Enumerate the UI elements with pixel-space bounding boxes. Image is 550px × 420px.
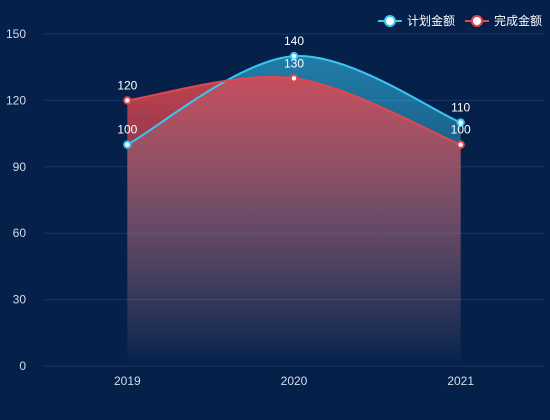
x-axis: 2019 2020 2021 [114, 374, 474, 388]
data-point[interactable] [456, 118, 465, 127]
data-label: 140 [284, 34, 304, 48]
x-tick-label: 2020 [281, 374, 308, 388]
legend-label: 计划金额 [407, 13, 455, 28]
legend-item[interactable]: 完成金额 [464, 13, 542, 28]
y-tick-label: 120 [6, 93, 26, 107]
x-tick-label: 2019 [114, 374, 141, 388]
y-tick-label: 30 [13, 293, 27, 307]
series-points [123, 51, 465, 149]
data-label: 130 [284, 56, 304, 70]
data-labels: 100 140 110 120 130 100 [117, 34, 471, 137]
x-tick-label: 2021 [447, 374, 474, 388]
legend-marker-icon [383, 15, 396, 27]
series-areas [127, 55, 461, 367]
data-point[interactable] [289, 51, 299, 61]
legend[interactable]: 完成金额 计划金额 [377, 13, 542, 28]
y-tick-label: 0 [19, 359, 26, 373]
legend-marker-icon [470, 15, 483, 27]
data-label: 110 [451, 101, 470, 115]
data-point[interactable] [456, 140, 465, 149]
y-tick-label: 150 [6, 27, 26, 41]
series-area [127, 76, 461, 366]
data-label: 100 [451, 123, 471, 137]
data-point[interactable] [123, 96, 132, 105]
legend-label: 完成金额 [494, 13, 542, 28]
y-tick-label: 60 [13, 226, 27, 240]
data-point[interactable] [123, 140, 132, 149]
data-label: 120 [117, 78, 137, 92]
legend-item[interactable]: 计划金额 [377, 13, 455, 28]
data-point[interactable] [289, 74, 299, 83]
y-tick-label: 90 [13, 160, 27, 174]
y-axis: 0 30 60 90 120 150 [6, 27, 26, 373]
data-label: 100 [117, 123, 137, 137]
